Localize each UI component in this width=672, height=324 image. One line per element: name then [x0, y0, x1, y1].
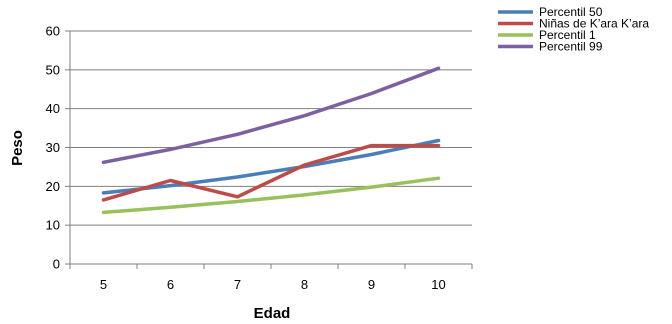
legend-item: Percentil 50: [498, 5, 603, 19]
legend-label: Percentil 1: [539, 28, 596, 42]
series-line-1: [101, 138, 441, 195]
y-tick-label: 40: [46, 101, 60, 116]
x-tick-label: 5: [100, 277, 107, 292]
legend-item: Percentil 1: [498, 28, 596, 42]
y-tick-label: 0: [53, 257, 60, 272]
series-line-3: [101, 176, 441, 215]
y-tick-label: 20: [46, 179, 60, 194]
y-axis-title: Peso: [9, 130, 26, 166]
x-tick-label: 7: [234, 277, 241, 292]
y-tick-label: 10: [46, 218, 60, 233]
series-line-2: [101, 143, 441, 202]
legend-label: Percentil 99: [539, 40, 603, 54]
x-axis-title: Edad: [254, 305, 291, 322]
y-tick-label: 30: [46, 140, 60, 155]
x-tick-label: 8: [301, 277, 308, 292]
grid-layer: [70, 30, 472, 226]
series-layer: [101, 66, 441, 215]
y-tick-label: 60: [46, 24, 60, 39]
x-tick-label: 6: [167, 277, 174, 292]
axes-layer: 0 10 20 30 40 50 60 5 6 7 8 9 10: [46, 24, 473, 292]
legend-item: Percentil 99: [498, 40, 603, 54]
legend-label: Niñas de K’ara K’ara: [539, 17, 649, 31]
legend-item: Niñas de K’ara K’ara: [498, 17, 649, 31]
x-tick-label: 10: [431, 277, 445, 292]
y-tick-label: 50: [46, 62, 60, 77]
legend-label: Percentil 50: [539, 5, 603, 19]
series-line-4: [101, 66, 441, 165]
x-tick-label: 9: [368, 277, 375, 292]
